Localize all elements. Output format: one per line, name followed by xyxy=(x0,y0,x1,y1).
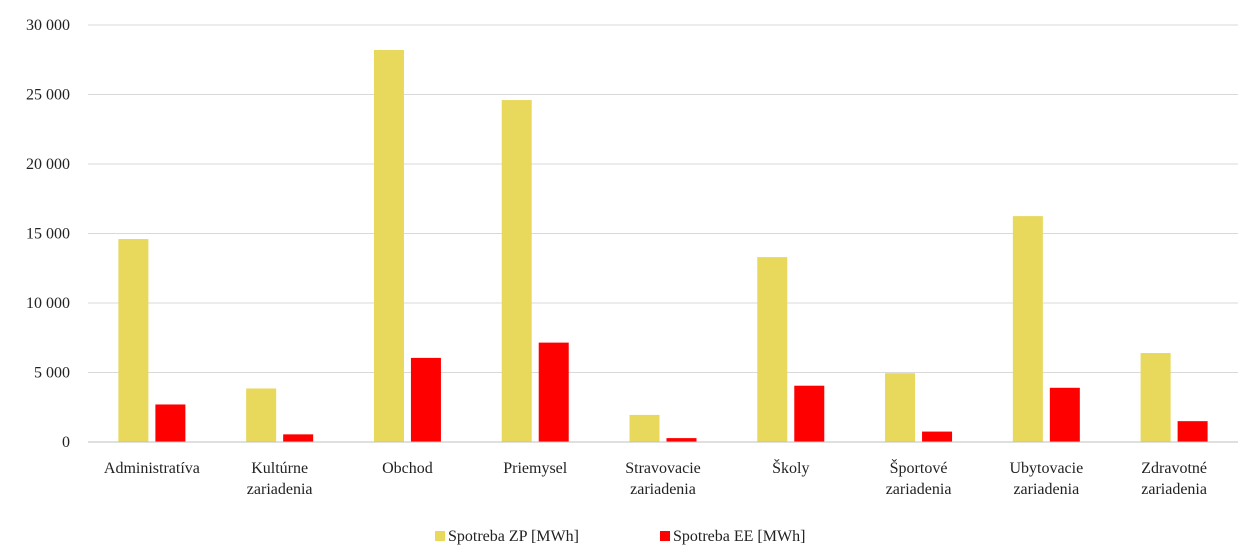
legend-swatch xyxy=(435,531,445,541)
y-axis-tick-labels: 0 5 000 10 000 15 000 20 000 25 000 30 000 xyxy=(26,17,70,451)
x-tick-label: Školy xyxy=(772,458,809,477)
bar-ee xyxy=(1177,421,1208,442)
x-tick-label: Administratíva xyxy=(104,460,200,477)
bars xyxy=(118,50,1208,443)
y-tick-label: 10 000 xyxy=(26,295,70,312)
bar-zp xyxy=(1012,216,1043,442)
bar-zp xyxy=(629,414,660,442)
y-tick-label: 15 000 xyxy=(26,226,70,243)
bar-zp xyxy=(1140,353,1171,442)
bar-zp xyxy=(885,373,916,442)
bar-zp xyxy=(118,239,149,442)
y-tick-label: 0 xyxy=(62,434,70,451)
x-tick-label: Obchod xyxy=(382,460,433,477)
legend: Spotreba ZP [MWh] Spotreba EE [MWh] xyxy=(435,528,805,545)
bar-ee xyxy=(283,434,314,442)
x-tick-label: Zdravotné zariadenia xyxy=(1141,460,1207,498)
legend-label: Spotreba EE [MWh] xyxy=(673,528,805,545)
x-axis-tick-labels: Administratíva Kultúrne zariadenia Obchod Pr… xyxy=(104,458,1207,498)
gridlines xyxy=(88,24,1238,373)
y-tick-label: 20 000 xyxy=(26,156,70,173)
bar-ee xyxy=(666,438,697,442)
x-tick-label: Ubytovacie zariadenia xyxy=(1009,460,1083,498)
x-tick-label: Stravovacie zariadenia xyxy=(625,460,701,498)
bar-ee xyxy=(922,431,953,442)
bar-zp xyxy=(501,100,532,442)
x-tick-label: Kultúrne zariadenia xyxy=(247,460,313,498)
bar-ee xyxy=(410,357,441,442)
y-tick-label: 5 000 xyxy=(34,365,70,382)
x-tick-label: Priemysel xyxy=(503,460,568,477)
bar-ee xyxy=(155,404,186,442)
y-tick-label: 25 000 xyxy=(26,87,70,104)
bar-ee xyxy=(538,342,569,442)
bar-zp xyxy=(246,388,277,442)
bar-zp xyxy=(757,257,788,442)
bar-ee xyxy=(1049,387,1080,442)
x-tick-label: Športové zariadenia xyxy=(886,458,952,498)
legend-label: Spotreba ZP [MWh] xyxy=(448,528,579,545)
bar-zp xyxy=(373,50,404,443)
y-tick-label: 30 000 xyxy=(26,17,70,34)
bar-ee xyxy=(794,385,825,442)
legend-swatch xyxy=(660,531,670,541)
